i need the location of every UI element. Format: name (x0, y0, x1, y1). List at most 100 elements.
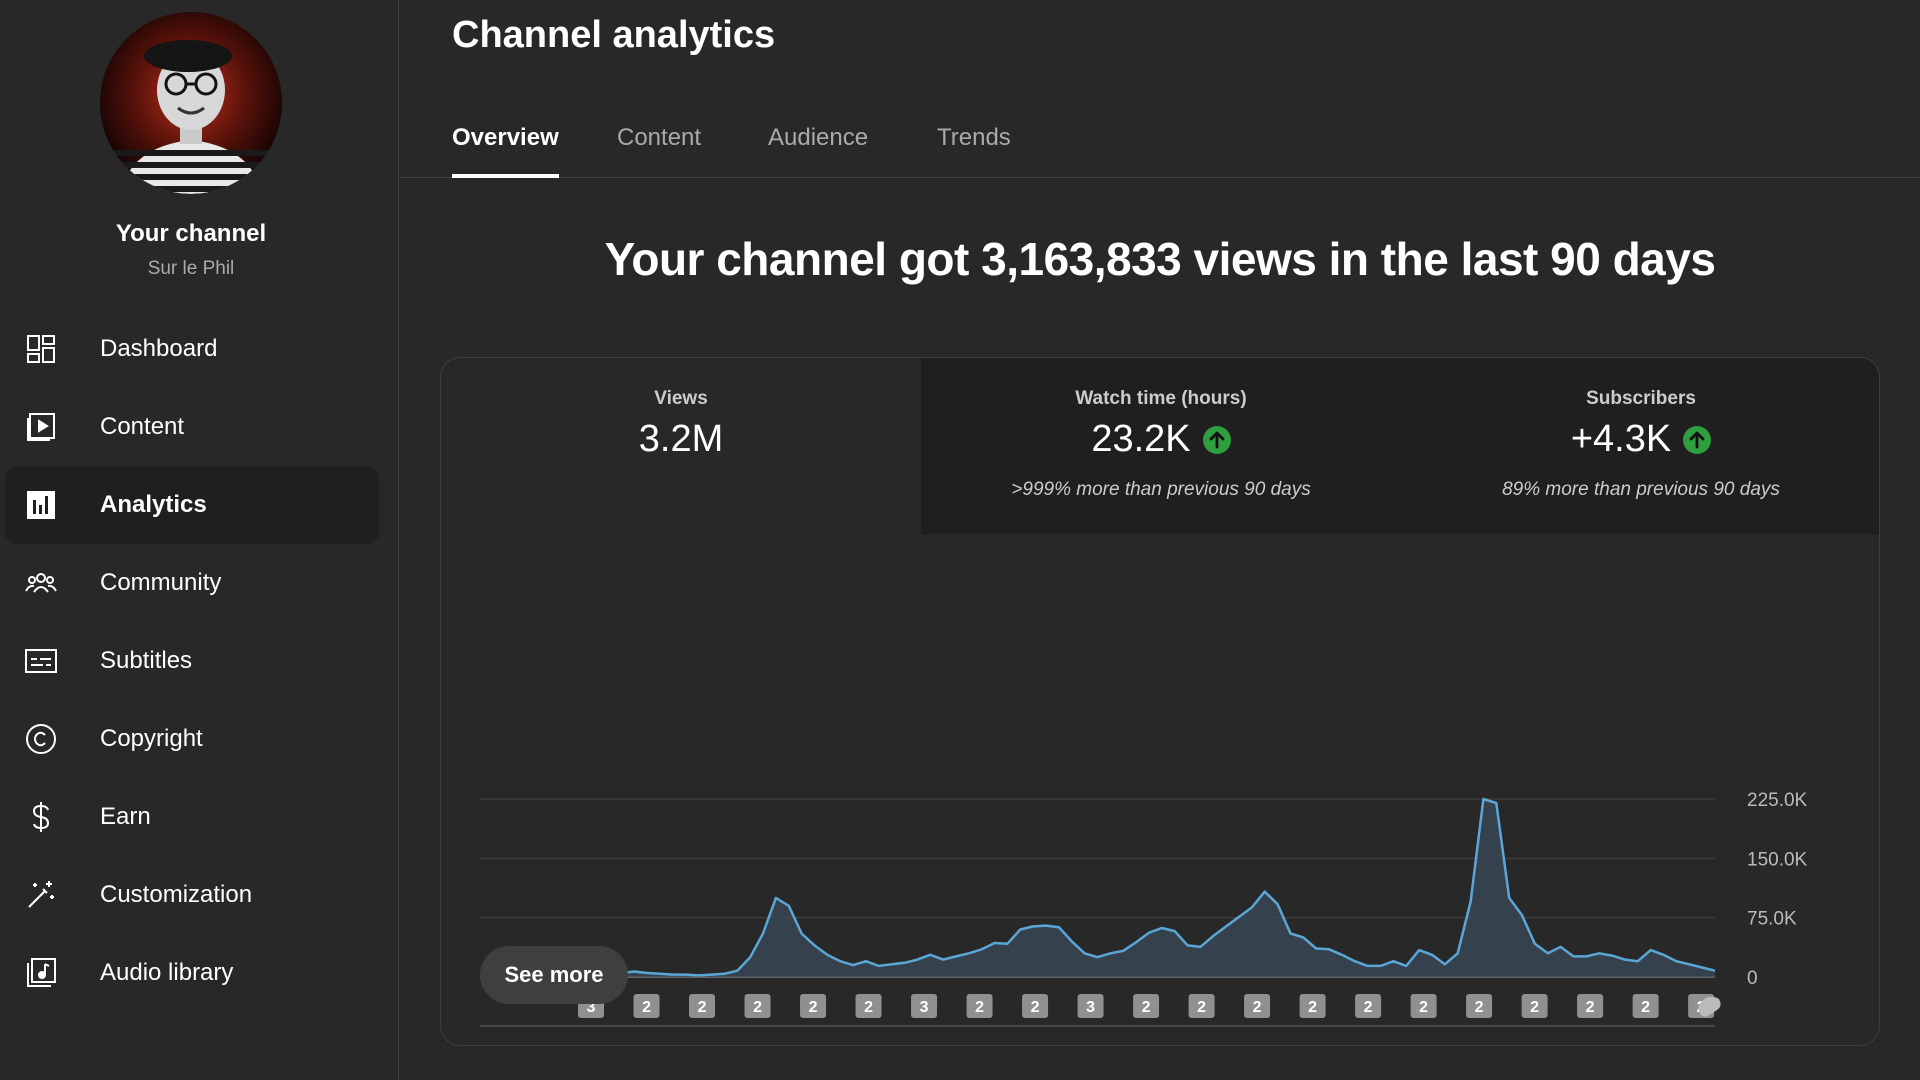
sidebar-item-analytics[interactable]: Analytics (5, 466, 379, 544)
sidebar-item-label: Content (100, 413, 185, 440)
sidebar-item-earn[interactable]: Earn (5, 778, 379, 856)
x-tick-label: Apr 25, 2025 (689, 1044, 798, 1046)
views-area (480, 799, 1715, 977)
upload-marker (911, 994, 938, 1018)
upload-marker-count: 2 (698, 999, 707, 1016)
metric-value: 3.2M (638, 418, 724, 460)
sidebar-item-content[interactable]: Content (5, 388, 379, 466)
upload-marker-count: 2 (1253, 999, 1262, 1016)
metric-watch-time[interactable]: Watch time (hours) 23.2K >999% more than… (921, 358, 1401, 534)
upload-marker (1632, 994, 1659, 1018)
upload-marker-count: 2 (1586, 999, 1595, 1016)
upload-marker (1022, 994, 1049, 1018)
sidebar-item-label: Analytics (100, 491, 207, 518)
sidebar-item-audio-library[interactable]: Audio library (5, 934, 379, 1012)
sidebar-item-label: Community (100, 569, 222, 596)
sidebar-nav: Dashboard Content Analytics (5, 310, 379, 1012)
upload-marker (855, 994, 882, 1018)
upload-marker-count: 2 (1197, 999, 1206, 1016)
y-tick-label: 0 (1747, 968, 1758, 989)
upload-marker-count: 2 (1530, 999, 1539, 1016)
metric-subscribers[interactable]: Subscribers +4.3K 89% more than previous… (1401, 358, 1879, 534)
see-more-button[interactable]: See more (480, 946, 628, 1004)
sidebar-item-subtitles[interactable]: Subtitles (5, 622, 379, 700)
x-tick-label: Jun 23, 2025 (1501, 1044, 1611, 1046)
upload-marker (1410, 994, 1437, 1018)
upload-marker-count: 2 (1142, 999, 1151, 1016)
upload-marker (1077, 994, 1104, 1018)
upload-marker (1466, 994, 1493, 1018)
sidebar-item-label: Audio library (100, 959, 234, 986)
tab-content[interactable]: Content (617, 124, 702, 151)
upload-marker-count: 2 (975, 999, 984, 1016)
upload-marker-count: 2 (1419, 999, 1428, 1016)
upload-marker (1244, 994, 1271, 1018)
upload-marker-count: 3 (1086, 999, 1095, 1016)
sidebar-item-label: Dashboard (100, 335, 218, 362)
channel-name: Sur le Phil (147, 258, 235, 279)
upload-marker (1299, 994, 1326, 1018)
upload-marker (1133, 994, 1160, 1018)
upload-marker-count: 3 (920, 999, 929, 1016)
tab-trends[interactable]: Trends (937, 124, 1011, 151)
tab-audience[interactable]: Audience (768, 124, 869, 151)
channel-title: Your channel (115, 220, 267, 247)
x-tick-label: May 10, 2025 (896, 1044, 1011, 1046)
views-chart: 225.0K150.0K75.0K0322222322322222222222A… (441, 534, 1879, 1046)
upload-marker-count: 2 (1364, 999, 1373, 1016)
earn-icon (25, 801, 57, 833)
metric-value: +4.3K (1570, 418, 1672, 460)
metric-label: Subscribers (1586, 388, 1696, 409)
upload-marker-count: 2 (1308, 999, 1317, 1016)
y-tick-label: 225.0K (1747, 790, 1808, 811)
views-line (479, 797, 1716, 978)
upload-marker-count: 2 (642, 999, 651, 1016)
upload-marker (1521, 994, 1548, 1018)
sidebar-item-label: Earn (100, 803, 151, 830)
upload-marker-count: 2 (753, 999, 762, 1016)
upload-marker (744, 994, 771, 1018)
subtitles-icon (25, 645, 57, 677)
metric-note: 89% more than previous 90 days (1502, 479, 1780, 500)
sidebar-item-community[interactable]: Community (5, 544, 379, 622)
upload-marker-count: 2 (1475, 999, 1484, 1016)
metric-note: >999% more than previous 90 days (1011, 479, 1311, 500)
upload-marker (689, 994, 716, 1018)
page-title: Channel analytics (452, 14, 776, 56)
sidebar-item-dashboard[interactable]: Dashboard (5, 310, 379, 388)
tab-bar: Overview Content Audience Trends (400, 110, 1920, 178)
metric-label: Watch time (hours) (1075, 388, 1247, 409)
tab-overview[interactable]: Overview (452, 124, 559, 178)
metric-views[interactable]: Views 3.2M (441, 358, 921, 534)
upload-marker (1188, 994, 1215, 1018)
views-headline: Your channel got 3,163,833 views in the … (604, 233, 1716, 285)
avatar-image (100, 12, 282, 194)
sidebar-item-label: Subtitles (100, 647, 193, 674)
arrow-up-icon (1683, 425, 1712, 454)
x-tick-label: Apr 10, 2... (485, 1044, 578, 1046)
community-icon (25, 567, 57, 599)
avatar[interactable] (100, 12, 282, 194)
content-icon (25, 411, 57, 443)
copyright-icon (25, 723, 57, 755)
upload-marker (1355, 994, 1382, 1018)
sidebar-item-customization[interactable]: Customization (5, 856, 379, 934)
views-chart-svg: 225.0K150.0K75.0K0322222322322222222222A… (479, 790, 1808, 1046)
sidebar-item-label: Copyright (100, 725, 203, 752)
x-tick-label: Jun 8, 2025 (1299, 1044, 1398, 1046)
dashboard-icon (25, 333, 57, 365)
analytics-icon (25, 489, 57, 521)
y-tick-label: 150.0K (1747, 849, 1808, 870)
metric-label: Views (654, 388, 708, 409)
upload-marker-count: 2 (1641, 999, 1650, 1016)
upload-marker-count: 2 (864, 999, 873, 1016)
sidebar-item-label: Customization (100, 881, 253, 908)
metric-value: 23.2K (1091, 418, 1191, 460)
audio-library-icon (25, 957, 57, 989)
arrow-up-icon (1202, 425, 1231, 454)
x-tick-label: May 25, 2025 (1104, 1044, 1219, 1046)
upload-marker (1577, 994, 1604, 1018)
sidebar: Your channel Sur le Phil Dashboard Conte… (0, 0, 399, 1080)
upload-marker (800, 994, 827, 1018)
sidebar-item-copyright[interactable]: Copyright (5, 700, 379, 778)
